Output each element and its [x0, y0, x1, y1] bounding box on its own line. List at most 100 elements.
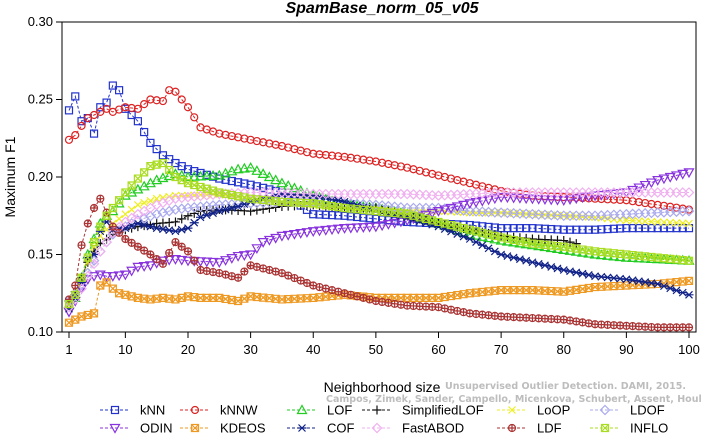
data-point	[609, 224, 618, 233]
data-point	[251, 244, 263, 255]
data-point	[83, 113, 92, 123]
data-point	[152, 255, 161, 264]
x-axis: 1 10 20 30 40 50 60 70 80 90 100	[65, 332, 700, 357]
data-point	[89, 110, 99, 120]
data-point	[370, 222, 382, 233]
data-point	[88, 258, 100, 270]
data-point	[227, 204, 237, 212]
data-point	[276, 177, 288, 188]
data-point	[177, 225, 187, 234]
data-point	[270, 174, 282, 185]
data-point	[144, 177, 156, 188]
legend-item-simplifiedlof: SimplifiedLOF	[362, 403, 484, 418]
data-point	[140, 246, 149, 255]
data-point	[534, 259, 544, 268]
data-point	[133, 219, 143, 228]
x-tick-label: 100	[678, 342, 700, 357]
data-point	[533, 194, 545, 205]
data-point	[522, 224, 531, 233]
data-point	[332, 224, 344, 235]
data-point	[263, 171, 275, 182]
data-point	[190, 167, 199, 176]
y-axis: 0.10 0.15 0.20 0.25 0.30	[28, 14, 62, 339]
data-point	[572, 225, 581, 234]
data-point	[509, 224, 518, 233]
data-point	[71, 290, 80, 299]
legend-label: kNNW	[220, 403, 258, 418]
data-point	[622, 216, 631, 225]
data-point	[257, 168, 269, 178]
data-point	[683, 205, 695, 217]
data-point	[683, 168, 695, 179]
data-point	[370, 199, 382, 211]
series-line	[68, 193, 690, 310]
series-knnw	[64, 86, 694, 214]
data-point	[534, 224, 543, 233]
data-point	[127, 205, 136, 214]
data-point	[571, 268, 581, 277]
data-point	[146, 138, 155, 147]
data-point	[190, 113, 199, 122]
data-point	[599, 404, 611, 416]
data-point	[170, 217, 180, 227]
data-point	[226, 254, 238, 264]
data-point	[577, 193, 589, 204]
data-point	[660, 218, 668, 227]
data-point	[232, 251, 244, 262]
data-point	[165, 248, 174, 258]
data-point	[395, 217, 407, 228]
legend-label: KDEOS	[220, 421, 266, 434]
data-point	[597, 194, 606, 204]
data-point	[282, 230, 294, 241]
series-line	[68, 201, 690, 302]
data-point	[584, 271, 594, 279]
data-point	[288, 229, 300, 240]
data-point	[389, 201, 401, 213]
data-point	[313, 226, 326, 237]
data-point	[221, 205, 231, 214]
data-point	[108, 203, 117, 213]
data-point	[77, 121, 86, 130]
data-point	[495, 193, 507, 203]
data-point	[177, 242, 186, 251]
data-point	[666, 218, 675, 227]
data-point	[439, 205, 451, 216]
data-point	[176, 255, 188, 266]
data-point	[89, 238, 99, 247]
data-point	[559, 225, 568, 234]
data-point	[346, 212, 355, 221]
legend-item-knnw: kNNW	[180, 403, 258, 418]
data-point	[94, 246, 106, 257]
data-point	[144, 261, 156, 272]
data-point	[109, 423, 121, 434]
legend-label: INFLO	[630, 421, 668, 434]
data-point	[245, 161, 257, 172]
data-point	[152, 96, 161, 105]
data-point	[677, 169, 689, 180]
data-point	[315, 150, 324, 159]
data-point	[508, 406, 516, 414]
data-point	[194, 170, 207, 181]
data-point	[71, 131, 80, 140]
data-point	[553, 225, 562, 234]
data-point	[315, 210, 324, 219]
data-point	[622, 224, 631, 233]
data-point	[502, 252, 512, 260]
data-point	[183, 224, 193, 233]
data-point	[115, 228, 124, 237]
data-point	[641, 224, 650, 233]
data-point	[190, 405, 200, 415]
data-point	[152, 224, 162, 233]
data-point	[110, 405, 120, 415]
data-point	[609, 274, 619, 282]
data-point	[641, 198, 650, 208]
legend-label: SimplifiedLOF	[402, 403, 484, 418]
data-point	[82, 267, 94, 279]
data-point	[559, 266, 569, 274]
legend-label: kNN	[140, 403, 165, 418]
data-point	[507, 423, 517, 433]
x-tick-label: 30	[243, 342, 257, 357]
data-point	[664, 172, 676, 183]
data-point	[628, 224, 637, 233]
data-point	[339, 224, 351, 234]
